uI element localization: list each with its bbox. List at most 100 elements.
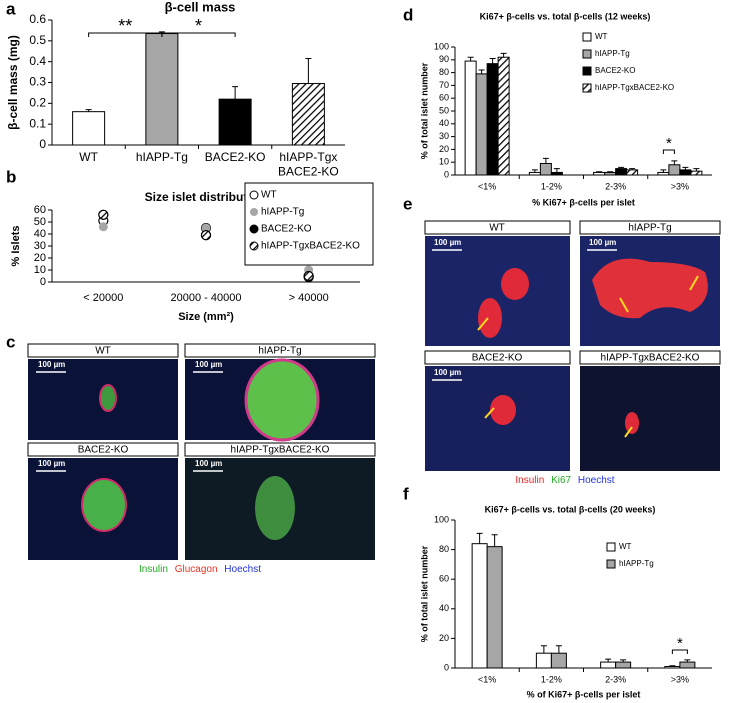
bar: [679, 169, 692, 176]
chart-title: Ki67+ β-cells vs. total β-cells (12 week…: [480, 11, 651, 21]
error-bar: [491, 534, 498, 547]
arrows: [477, 275, 699, 438]
error-bar: [555, 645, 562, 654]
legend-label: hIAPP-TgxBACE2-KO: [595, 83, 674, 92]
significance-label: **: [118, 16, 132, 36]
scale-bars: [36, 371, 223, 472]
stain-legend: Insulin Glucagon Hoechst: [139, 564, 261, 575]
error-bar: [660, 169, 667, 173]
chart-title: Ki67+ β-cells vs. total β-cells (20 week…: [485, 504, 656, 514]
y-tick-label: 20: [34, 252, 46, 264]
stain-legend: Insulin Ki67 Hoechst: [515, 475, 614, 486]
x-axis-label: % of Ki67+ β-cells per islet: [527, 689, 641, 699]
legend-marker: [249, 241, 259, 251]
x-tick-label: 2-3%: [605, 674, 626, 684]
error-bar: [669, 665, 676, 667]
scale-label: 100 µm: [434, 368, 461, 377]
bar: [475, 73, 488, 176]
image-label: WT: [95, 346, 111, 357]
error-bar: [684, 659, 691, 663]
y-tick-label: 60: [439, 93, 449, 103]
bar: [550, 652, 567, 669]
bar: [664, 666, 681, 669]
bar: [593, 171, 606, 176]
stain: Hoechst: [578, 475, 615, 486]
islet: [490, 395, 516, 425]
legend-label: hIAPP-TgxBACE2-KO: [261, 241, 360, 252]
stain: Glucagon: [175, 564, 218, 575]
panel-letter: f: [403, 484, 409, 503]
significance-label: *: [666, 135, 672, 152]
y-tick-label: 70: [439, 80, 449, 90]
y-axis-label: % of total islet number: [419, 545, 429, 642]
stain: Ki67: [551, 475, 571, 486]
y-tick-label: 80: [439, 67, 449, 77]
error-bar: [305, 58, 312, 84]
error-bar: [620, 659, 627, 663]
bar: [604, 171, 617, 176]
y-tick-label: 90: [439, 54, 449, 64]
scale-label: 100 µm: [38, 459, 65, 468]
significance-bracket: [161, 32, 236, 37]
scale-label: 100 µm: [195, 360, 222, 369]
islet: [501, 268, 529, 300]
y-tick-label: 20: [439, 144, 449, 154]
point: [303, 270, 314, 282]
bar: [535, 652, 552, 669]
label-box: [27, 343, 179, 358]
error-bar: [605, 658, 612, 663]
error-bar: [476, 532, 483, 544]
bar: [291, 83, 325, 146]
image-label: hIAPP-Tg: [628, 223, 671, 234]
bar: [539, 162, 552, 176]
legend-marker: [582, 66, 592, 76]
error-bar: [629, 168, 636, 170]
bar: [218, 98, 252, 146]
x-tick-label: hIAPP-Tg: [136, 150, 188, 164]
error-bar: [607, 171, 614, 173]
bar: [145, 33, 179, 146]
bar: [615, 168, 628, 176]
legend-marker: [606, 559, 616, 569]
error-bar: [478, 69, 485, 74]
legend-marker: [582, 83, 592, 93]
y-tick-label: 0: [444, 169, 449, 179]
image-label: hIAPP-TgxBACE2-KO: [231, 445, 330, 456]
y-tick-label: 10: [34, 264, 46, 276]
y-tick-label: 40: [34, 228, 46, 240]
scale-bars: [432, 249, 617, 381]
significance-bracket: [671, 649, 688, 654]
x-tick-label: 1-2%: [541, 674, 562, 684]
significance-bracket: [662, 149, 675, 154]
point: [200, 230, 212, 241]
legend-label: hIAPP-Tg: [595, 49, 630, 58]
islet: [255, 476, 295, 540]
y-axis-label: % of total islet number: [419, 62, 429, 159]
label-box: [424, 220, 571, 235]
bar: [486, 63, 499, 176]
y-tick-label: 0.3: [29, 75, 46, 89]
legend-label: BACE2-KO: [261, 224, 312, 235]
bar: [550, 171, 563, 176]
label-box: [579, 350, 721, 365]
y-tick-label: 100: [434, 514, 449, 524]
bar: [528, 171, 541, 176]
error-bar: [540, 645, 547, 654]
islet: [99, 384, 117, 412]
y-tick-label: 10: [439, 157, 449, 167]
image-label: BACE2-KO: [472, 353, 523, 364]
error-bar: [531, 169, 538, 173]
y-tick-label: 0.1: [29, 116, 46, 130]
image-label: WT: [489, 223, 505, 234]
panel-letter: b: [6, 167, 16, 186]
bar: [471, 543, 488, 669]
image-label: hIAPP-Tg: [258, 346, 301, 357]
error-bar: [232, 86, 239, 100]
islet: [81, 478, 127, 532]
bar: [486, 546, 503, 669]
bar: [72, 111, 106, 146]
y-tick-label: 80: [439, 544, 449, 554]
chart-title: Size islet distribution: [145, 190, 266, 204]
islet: [244, 358, 320, 442]
label-box: [27, 442, 179, 457]
